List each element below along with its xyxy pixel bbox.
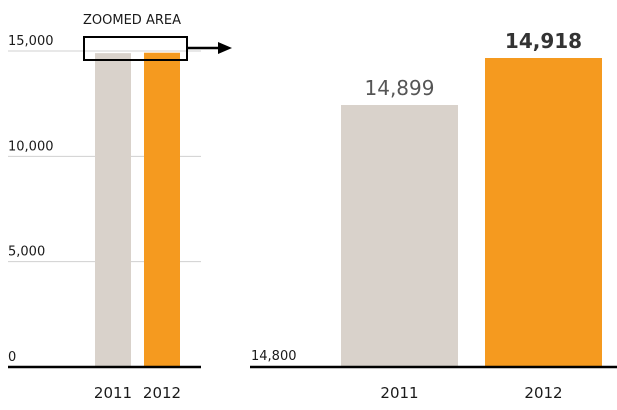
zoomed-bar-2012 [485,58,602,367]
zoomed-y-ticks: 14,800 [251,349,297,364]
overview-bar-2012 [144,52,180,367]
zoomed-bars [341,58,602,367]
overview-bars [95,52,180,367]
zoomed-data-label-2012: 14,918 [505,29,582,53]
overview-y-tick-label: 15,000 [8,34,54,49]
overview-x-label: 2011 [94,384,132,402]
overview-bar-2011 [95,53,131,367]
overview-y-ticks: 0 5,000 10,000 15,000 [8,34,54,365]
zoomed-data-labels: 14,899 14,918 [365,29,583,100]
zoomed-y-tick-label: 14,800 [251,349,297,364]
overview-x-labels: 2011 2012 [94,384,181,402]
overview-x-label: 2012 [143,384,181,402]
zoomed-x-label: 2012 [524,384,562,402]
zoomed-data-label-2011: 14,899 [365,76,435,100]
zoomed-bar-2011 [341,105,458,367]
overview-chart: 0 5,000 10,000 15,000 2011 2012 ZOOMED AREA [8,13,232,402]
zoomed-x-labels: 2011 2012 [380,384,562,402]
zoom-arrow-head [218,42,232,54]
overview-y-tick-label: 10,000 [8,139,54,154]
overview-y-tick-label: 5,000 [8,245,45,260]
zoomed-chart: 14,800 2011 2012 14,899 14,918 [250,29,617,402]
overview-y-tick-label: 0 [8,350,16,365]
zoom-annotation-label: ZOOMED AREA [83,13,181,28]
zoomed-x-label: 2011 [380,384,418,402]
